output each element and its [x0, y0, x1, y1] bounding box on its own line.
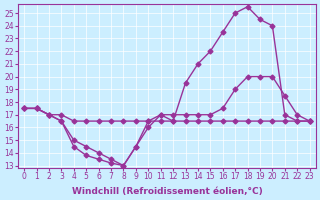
X-axis label: Windchill (Refroidissement éolien,°C): Windchill (Refroidissement éolien,°C): [72, 187, 262, 196]
